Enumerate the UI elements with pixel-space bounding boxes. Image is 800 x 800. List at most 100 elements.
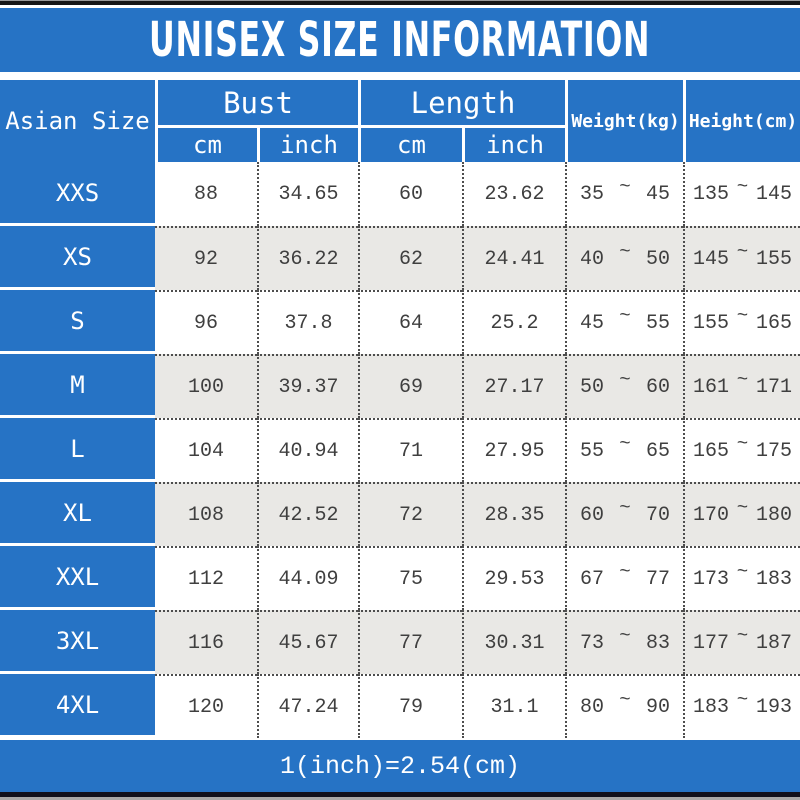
top-edge-line	[0, 0, 800, 1]
length-cm-value: 60	[358, 162, 462, 226]
weight-range: 35 ~ 45	[565, 162, 683, 226]
size-label: XS	[0, 226, 155, 290]
height-max: 187	[755, 631, 792, 655]
tilde-glyph: ~	[619, 176, 631, 198]
weight-min: 73	[580, 631, 605, 655]
length-inch-value: 27.95	[462, 418, 565, 482]
bust-inch-value: 39.37	[257, 354, 358, 418]
length-inch-value: 27.17	[462, 354, 565, 418]
top-black-bar	[0, 1, 800, 5]
height-max: 171	[755, 375, 792, 399]
weight-max: 55	[645, 311, 670, 335]
height-min: 161	[693, 375, 730, 399]
height-min: 165	[693, 439, 730, 463]
column-header-weight: Weight(kg)	[565, 80, 683, 162]
tilde-glyph: ~	[619, 433, 631, 455]
weight-range: 73 ~ 83	[565, 610, 683, 674]
bust-cm-value: 92	[155, 226, 257, 290]
bust-inch-value: 37.8	[257, 290, 358, 354]
bust-cm-value: 88	[155, 162, 257, 226]
bust-cm-value: 104	[155, 418, 257, 482]
height-max: 165	[755, 311, 792, 335]
column-header-length-inch: inch	[462, 125, 565, 162]
height-range: 173 ~ 183	[683, 546, 800, 610]
height-range: 161 ~ 171	[683, 354, 800, 418]
bust-cm-value: 116	[155, 610, 257, 674]
weight-min: 67	[580, 567, 605, 591]
height-range: 165 ~ 175	[683, 418, 800, 482]
tilde-glyph: ~	[736, 689, 749, 711]
weight-min: 40	[580, 247, 605, 271]
tilde-glyph: ~	[736, 176, 749, 198]
weight-min: 45	[580, 311, 605, 335]
bust-inch-value: 42.52	[257, 482, 358, 546]
top-white-line	[0, 5, 800, 8]
bottom-black-bar	[0, 792, 800, 797]
size-label: 3XL	[0, 610, 155, 674]
height-max: 183	[755, 567, 792, 591]
height-max: 175	[755, 439, 792, 463]
height-min: 170	[693, 503, 730, 527]
length-cm-value: 62	[358, 226, 462, 290]
height-min: 177	[693, 631, 730, 655]
bust-inch-value: 36.22	[257, 226, 358, 290]
bust-inch-value: 34.65	[257, 162, 358, 226]
column-group-length: Length	[358, 80, 565, 125]
bottom-edge-line	[0, 797, 800, 800]
column-header-asian-size: Asian Size	[0, 80, 155, 162]
height-max: 180	[755, 503, 792, 527]
page-title: UNISEX SIZE INFORMATION	[149, 12, 651, 68]
title-band: UNISEX SIZE INFORMATION	[0, 8, 800, 72]
weight-max: 90	[645, 695, 670, 719]
bust-cm-value: 96	[155, 290, 257, 354]
table-body: XXS 88 34.65 60 23.62 35 ~ 45 135 ~ 145 …	[0, 162, 800, 738]
column-header-bust-cm: cm	[155, 125, 257, 162]
size-label: XXL	[0, 546, 155, 610]
height-max: 155	[755, 247, 792, 271]
weight-range: 55 ~ 65	[565, 418, 683, 482]
tilde-glyph: ~	[736, 369, 749, 391]
footer-band: 1(inch)=2.54(cm)	[0, 740, 800, 792]
bust-inch-value: 45.67	[257, 610, 358, 674]
bust-cm-value: 120	[155, 674, 257, 738]
tilde-glyph: ~	[619, 497, 631, 519]
length-cm-value: 71	[358, 418, 462, 482]
title-divider	[0, 72, 800, 80]
length-inch-value: 25.2	[462, 290, 565, 354]
size-label: M	[0, 354, 155, 418]
bust-cm-value: 108	[155, 482, 257, 546]
size-label: S	[0, 290, 155, 354]
length-cm-value: 69	[358, 354, 462, 418]
height-min: 155	[693, 311, 730, 335]
size-label: XXS	[0, 162, 155, 226]
height-max: 145	[755, 182, 792, 206]
weight-range: 80 ~ 90	[565, 674, 683, 738]
size-label: L	[0, 418, 155, 482]
length-cm-value: 64	[358, 290, 462, 354]
column-header-height: Height(cm)	[683, 80, 800, 162]
length-cm-value: 79	[358, 674, 462, 738]
length-cm-value: 75	[358, 546, 462, 610]
tilde-glyph: ~	[619, 305, 631, 327]
column-group-bust: Bust	[155, 80, 358, 125]
conversion-note: 1(inch)=2.54(cm)	[279, 751, 521, 781]
footer-divider	[0, 738, 800, 740]
length-cm-value: 72	[358, 482, 462, 546]
height-range: 155 ~ 165	[683, 290, 800, 354]
tilde-glyph: ~	[619, 625, 631, 647]
weight-min: 50	[580, 375, 605, 399]
height-range: 170 ~ 180	[683, 482, 800, 546]
height-min: 135	[693, 182, 730, 206]
height-range: 145 ~ 155	[683, 226, 800, 290]
tilde-glyph: ~	[619, 369, 631, 391]
length-cm-value: 77	[358, 610, 462, 674]
tilde-glyph: ~	[736, 561, 749, 583]
tilde-glyph: ~	[736, 241, 749, 263]
height-range: 177 ~ 187	[683, 610, 800, 674]
weight-max: 77	[645, 567, 670, 591]
weight-max: 45	[645, 182, 670, 206]
tilde-glyph: ~	[619, 241, 631, 263]
tilde-glyph: ~	[619, 561, 631, 583]
length-inch-value: 29.53	[462, 546, 565, 610]
length-inch-value: 31.1	[462, 674, 565, 738]
